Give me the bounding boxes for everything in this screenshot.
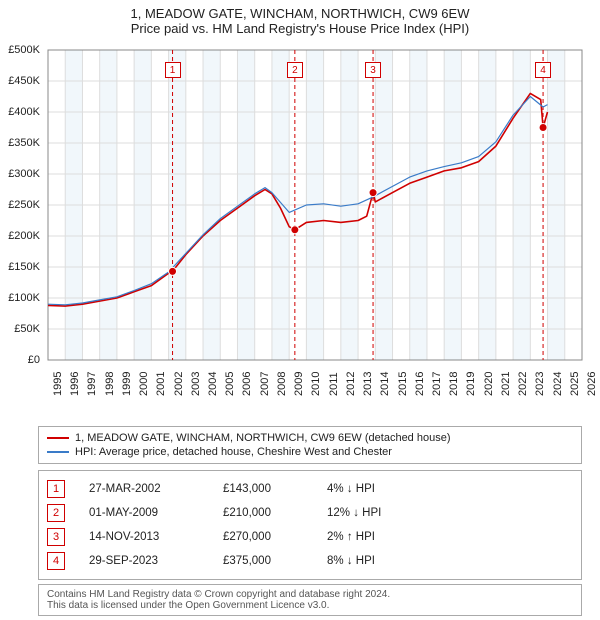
x-axis-tick-label: 2001 xyxy=(155,372,167,396)
x-axis-tick-label: 2025 xyxy=(569,372,581,396)
y-axis-tick-label: £0 xyxy=(28,354,40,366)
x-axis-tick-label: 2019 xyxy=(465,372,477,396)
x-axis-tick-label: 2000 xyxy=(138,372,150,396)
sale-hpi-delta: 2% ↑ HPI xyxy=(327,531,417,543)
sale-row: 2 01-MAY-2009 £210,000 12% ↓ HPI xyxy=(47,501,573,525)
sale-price: £143,000 xyxy=(223,483,303,495)
y-axis-tick-label: £250K xyxy=(8,199,40,211)
x-axis-tick-label: 2009 xyxy=(293,372,305,396)
y-axis-tick-label: £350K xyxy=(8,137,40,149)
sale-hpi-delta: 8% ↓ HPI xyxy=(327,555,417,567)
x-axis-tick-label: 2003 xyxy=(190,372,202,396)
x-axis-tick-label: 1998 xyxy=(104,372,116,396)
sale-price: £375,000 xyxy=(223,555,303,567)
sale-row: 4 29-SEP-2023 £375,000 8% ↓ HPI xyxy=(47,549,573,573)
x-axis-tick-label: 2015 xyxy=(397,372,409,396)
legend-label: 1, MEADOW GATE, WINCHAM, NORTHWICH, CW9 … xyxy=(75,432,451,444)
chart-area: £0 £50K £100K £150K £200K £250K £300K £350K £400… xyxy=(0,40,600,420)
x-axis-tick-label: 2012 xyxy=(345,372,357,396)
x-axis-tick-label: 2013 xyxy=(362,372,374,396)
x-axis-tick-label: 2002 xyxy=(173,372,185,396)
legend: 1, MEADOW GATE, WINCHAM, NORTHWICH, CW9 … xyxy=(38,426,582,464)
sale-index-box: 4 xyxy=(47,552,65,570)
line-chart-svg xyxy=(0,40,600,420)
y-axis-tick-label: £400K xyxy=(8,106,40,118)
sale-index-box: 2 xyxy=(47,504,65,522)
x-axis-tick-label: 2024 xyxy=(552,372,564,396)
sale-date: 14-NOV-2013 xyxy=(89,531,199,543)
x-axis-tick-label: 2017 xyxy=(431,372,443,396)
legend-item: 1, MEADOW GATE, WINCHAM, NORTHWICH, CW9 … xyxy=(47,431,573,445)
x-axis-tick-label: 2016 xyxy=(414,372,426,396)
y-axis-tick-label: £100K xyxy=(8,292,40,304)
x-axis-tick-label: 2026 xyxy=(586,372,598,396)
x-axis-tick-label: 2014 xyxy=(379,372,391,396)
sale-marker-2: 2 xyxy=(287,62,303,78)
x-axis-tick-label: 2008 xyxy=(276,372,288,396)
x-axis-tick-label: 2006 xyxy=(241,372,253,396)
footer-line-1: Contains HM Land Registry data © Crown c… xyxy=(47,589,573,600)
x-axis-tick-label: 2007 xyxy=(259,372,271,396)
sale-date: 27-MAR-2002 xyxy=(89,483,199,495)
sale-marker-4: 4 xyxy=(535,62,551,78)
y-axis-tick-label: £500K xyxy=(8,44,40,56)
x-axis-tick-label: 2010 xyxy=(310,372,322,396)
sale-row: 3 14-NOV-2013 £270,000 2% ↑ HPI xyxy=(47,525,573,549)
y-axis-tick-label: £450K xyxy=(8,75,40,87)
x-axis-tick-label: 1999 xyxy=(121,372,133,396)
x-axis-tick-label: 1995 xyxy=(52,372,64,396)
x-axis-tick-label: 2005 xyxy=(224,372,236,396)
legend-swatch xyxy=(47,451,69,453)
x-axis-tick-label: 2004 xyxy=(207,372,219,396)
y-axis-tick-label: £200K xyxy=(8,230,40,242)
footer-line-2: This data is licensed under the Open Gov… xyxy=(47,600,573,611)
sale-hpi-delta: 12% ↓ HPI xyxy=(327,507,417,519)
x-axis-tick-label: 2011 xyxy=(328,372,340,396)
sale-hpi-delta: 4% ↓ HPI xyxy=(327,483,417,495)
x-axis-tick-label: 2020 xyxy=(483,372,495,396)
x-axis-tick-label: 2021 xyxy=(500,372,512,396)
y-axis-tick-label: £300K xyxy=(8,168,40,180)
x-axis-tick-label: 1996 xyxy=(69,372,81,396)
x-axis-tick-label: 2018 xyxy=(448,372,460,396)
sale-price: £210,000 xyxy=(223,507,303,519)
x-axis-tick-label: 2022 xyxy=(517,372,529,396)
sale-price: £270,000 xyxy=(223,531,303,543)
sale-date: 01-MAY-2009 xyxy=(89,507,199,519)
sale-marker-1: 1 xyxy=(165,62,181,78)
x-axis-tick-label: 1997 xyxy=(86,372,98,396)
sale-index-box: 3 xyxy=(47,528,65,546)
sale-date: 29-SEP-2023 xyxy=(89,555,199,567)
y-axis-tick-label: £50K xyxy=(14,323,40,335)
sale-marker-3: 3 xyxy=(365,62,381,78)
y-axis-tick-label: £150K xyxy=(8,261,40,273)
x-axis-tick-label: 2023 xyxy=(534,372,546,396)
sale-row: 1 27-MAR-2002 £143,000 4% ↓ HPI xyxy=(47,477,573,501)
chart-subtitle: Price paid vs. HM Land Registry's House … xyxy=(0,21,600,40)
chart-title-address: 1, MEADOW GATE, WINCHAM, NORTHWICH, CW9 … xyxy=(0,0,600,21)
legend-swatch xyxy=(47,437,69,439)
attribution-footer: Contains HM Land Registry data © Crown c… xyxy=(38,584,582,616)
sale-index-box: 1 xyxy=(47,480,65,498)
legend-item: HPI: Average price, detached house, Ches… xyxy=(47,445,573,459)
sales-table: 1 27-MAR-2002 £143,000 4% ↓ HPI 2 01-MAY-2009… xyxy=(38,470,582,580)
legend-label: HPI: Average price, detached house, Ches… xyxy=(75,446,392,458)
